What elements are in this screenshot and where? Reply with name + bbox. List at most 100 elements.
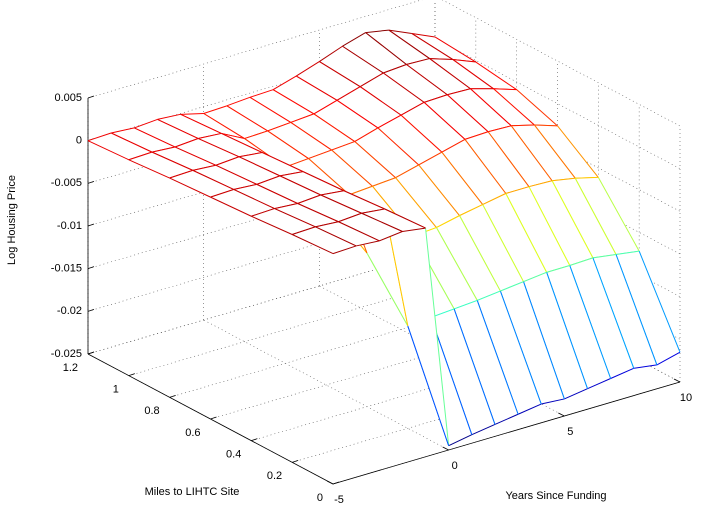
mesh-edge [400,101,425,116]
mesh-edge [365,29,389,34]
mesh-face [88,133,152,160]
mesh-edge [418,164,460,216]
y-tick [251,438,258,442]
mesh-edge [308,158,350,196]
mesh-edge [221,132,263,153]
mesh-face [493,88,558,126]
mesh-edge [615,254,658,366]
mesh-edge [517,403,542,415]
mesh-face [546,265,611,389]
mesh-face [215,156,280,185]
mesh-edge [493,88,517,91]
mesh-face [342,32,407,74]
mesh-face [134,119,199,148]
z-tick-label: -0.005 [51,177,82,189]
mesh-edge [487,131,530,187]
mesh-edge [429,58,471,90]
mesh-edge [505,193,548,273]
mesh-edge [464,131,489,140]
mesh-edge [128,159,170,179]
mesh-edge [448,434,473,447]
x-tick [442,446,449,451]
mesh-edge [452,59,494,90]
mesh-edge [359,86,402,116]
z-tick [87,95,95,99]
y-tick [87,351,95,355]
mesh-face [273,76,338,114]
mesh-edge [203,105,227,114]
mesh-face [383,64,448,103]
mesh-face [297,194,362,222]
mesh-face [365,30,430,65]
mesh-face [441,139,506,205]
mesh-edge [315,226,357,247]
mesh-edge [434,36,477,63]
mesh-face [203,105,268,139]
mesh-edge [638,250,681,353]
mesh-face [331,141,396,187]
mesh-edge [361,212,403,232]
mesh-face [511,124,576,181]
mesh-edge [615,250,640,255]
mesh-edge [464,139,507,194]
mesh-edge [256,183,298,204]
mesh-edge [210,189,234,198]
mesh-edge [226,96,251,107]
mesh-edge [272,89,315,115]
mesh-face [360,73,425,116]
mesh-face [592,254,657,369]
mesh-edge [279,175,321,196]
mesh-edge [425,228,450,446]
mesh-edge [459,215,501,292]
x-tick-label: -5 [334,494,344,506]
mesh-edge [279,171,304,177]
mesh-edge [499,290,542,405]
y-grid-line [210,316,558,420]
mesh-edge [494,413,519,425]
y-axis-label: Miles to LIHTC Site [145,486,240,498]
mesh-edge [500,281,524,292]
mesh-edge [395,177,437,228]
mesh-face [292,226,357,254]
x-tick [326,480,334,485]
mesh-edge [523,271,547,283]
mesh-edge [475,61,517,91]
mesh-face [406,58,471,95]
y-tick-label: 0.4 [226,449,241,461]
mesh-face [377,115,442,165]
mesh-edge [402,227,426,232]
mesh-face [198,133,263,157]
mesh-face [454,300,519,425]
mesh-edge [477,290,501,301]
mesh-edge [575,176,599,179]
mesh-edge [356,240,380,247]
z-tick-label: -0.025 [51,348,82,360]
mesh-edge [388,29,430,59]
mesh-face [169,170,234,198]
mesh-face [239,152,304,176]
mesh-face [267,122,332,159]
mesh-edge [110,132,153,153]
mesh-edge [557,125,599,178]
y-tick-label: 1.2 [63,362,78,374]
mesh-edge [291,234,334,255]
mesh-face [505,186,570,273]
mesh-edge [482,193,507,206]
mesh-face [151,147,216,171]
mesh-edge [274,208,316,228]
mesh-edge [574,177,617,255]
z-tick [87,308,95,312]
y-tick [332,481,340,485]
mesh-face [482,193,547,282]
mesh-face [452,59,517,90]
y-tick-label: 1 [113,384,119,396]
mesh-edge [564,388,588,400]
mesh-edge [482,204,524,282]
mesh-edge [338,212,362,223]
mesh-face [337,86,401,128]
mesh-face [418,152,483,216]
mesh-edge [338,221,380,242]
mesh-edge [423,94,448,103]
mesh-edge [610,367,634,379]
